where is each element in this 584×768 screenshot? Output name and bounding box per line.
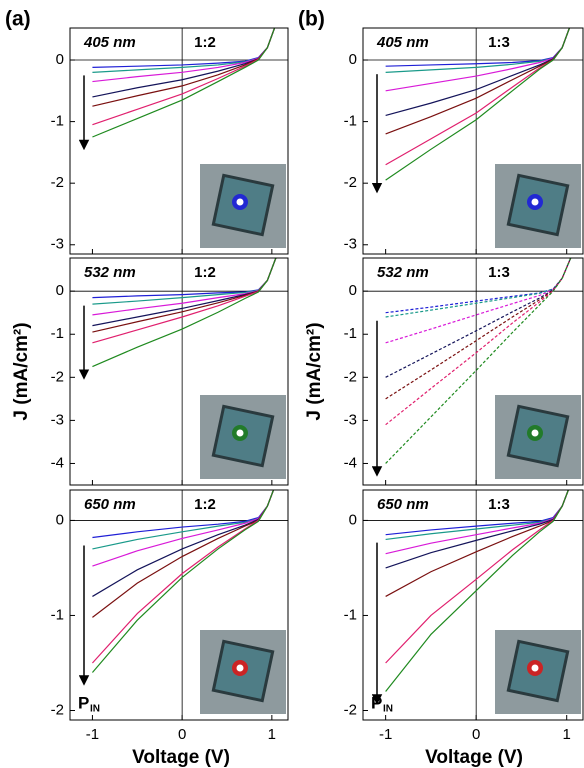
pin-subscript: IN: [90, 704, 100, 715]
x-axis-title: Voltage (V): [132, 747, 230, 768]
x-tick-label: 1: [268, 726, 276, 743]
x-tick-label: 0: [178, 726, 186, 743]
plot-frame: [362, 489, 584, 721]
inset-spot: [531, 198, 539, 206]
y-tick-label: -3: [51, 236, 64, 253]
y-tick-label: -3: [51, 411, 64, 428]
ratio-label: 1:2: [194, 496, 216, 513]
y-tick-label: -1: [344, 113, 357, 130]
jv-curve: [92, 28, 276, 138]
y-axis-title: J (mA/cm²): [304, 322, 325, 420]
jv-curve: [385, 490, 569, 555]
jv-curve: [92, 28, 276, 83]
ratio-label: 1:2: [194, 264, 216, 281]
y-tick-label: -3: [344, 411, 357, 428]
inset-spot: [236, 664, 244, 672]
jv-curve: [385, 258, 572, 426]
pin-label: P: [78, 693, 89, 712]
wavelength-label: 532 nm: [84, 264, 136, 281]
jv-curve: [385, 28, 571, 181]
x-tick-label: -1: [379, 726, 392, 743]
jv-curve: [385, 490, 569, 692]
y-tick-label: -2: [344, 701, 357, 718]
y-tick-label: 0: [56, 282, 64, 299]
wavelength-label: 650 nm: [377, 496, 429, 513]
ratio-label: 1:3: [488, 34, 510, 51]
ratio-label: 1:3: [488, 264, 510, 281]
y-tick-label: -2: [51, 174, 64, 191]
wavelength-label: 405 nm: [83, 34, 136, 51]
curves: [92, 258, 277, 368]
plot-frame: [69, 489, 289, 721]
y-tick-label: -2: [51, 701, 64, 718]
inset-spot: [531, 664, 539, 672]
y-tick-label: 0: [349, 282, 357, 299]
x-tick-label: 1: [563, 726, 571, 743]
ratio-label: 1:3: [488, 496, 510, 513]
pin-subscript: IN: [383, 704, 393, 715]
y-tick-label: -1: [51, 325, 64, 342]
pin-label: P: [371, 693, 382, 712]
curves: [385, 490, 569, 692]
x-tick-label: -1: [86, 726, 99, 743]
y-tick-label: -2: [51, 368, 64, 385]
ratio-label: 1:2: [194, 34, 216, 51]
jv-curve: [91, 490, 275, 673]
curves: [385, 28, 571, 181]
jv-curve: [92, 258, 277, 368]
y-tick-label: -2: [344, 174, 357, 191]
y-tick-label: 0: [349, 51, 357, 68]
panel-label: (a): [5, 8, 31, 31]
y-tick-label: -2: [344, 368, 357, 385]
y-tick-label: -4: [344, 454, 357, 471]
y-tick-label: -1: [51, 606, 64, 623]
wavelength-label: 532 nm: [377, 264, 429, 281]
jv-curve: [92, 490, 275, 550]
y-tick-label: -4: [51, 454, 64, 471]
x-axis-title: Voltage (V): [425, 747, 523, 768]
plot-frame: [362, 257, 584, 486]
inset-spot: [236, 429, 244, 437]
y-tick-label: 0: [349, 511, 357, 528]
curves: [91, 490, 275, 673]
plot-frame: [69, 257, 289, 486]
inset-spot: [531, 429, 539, 437]
wavelength-label: 650 nm: [84, 496, 136, 513]
y-tick-label: -1: [51, 113, 64, 130]
y-tick-label: -1: [344, 325, 357, 342]
curves: [385, 258, 572, 464]
y-tick-label: 0: [56, 511, 64, 528]
y-axis-title: J (mA/cm²): [11, 322, 32, 420]
inset-spot: [236, 198, 244, 206]
x-tick-label: 0: [472, 726, 480, 743]
curves: [92, 28, 276, 138]
jv-curve: [385, 258, 572, 464]
panel-label: (b): [298, 8, 325, 31]
y-tick-label: 0: [56, 51, 64, 68]
plot-frame: [362, 27, 584, 255]
y-tick-label: -1: [344, 606, 357, 623]
wavelength-label: 405 nm: [376, 34, 429, 51]
y-tick-label: -3: [344, 236, 357, 253]
plot-frame: [69, 27, 289, 255]
